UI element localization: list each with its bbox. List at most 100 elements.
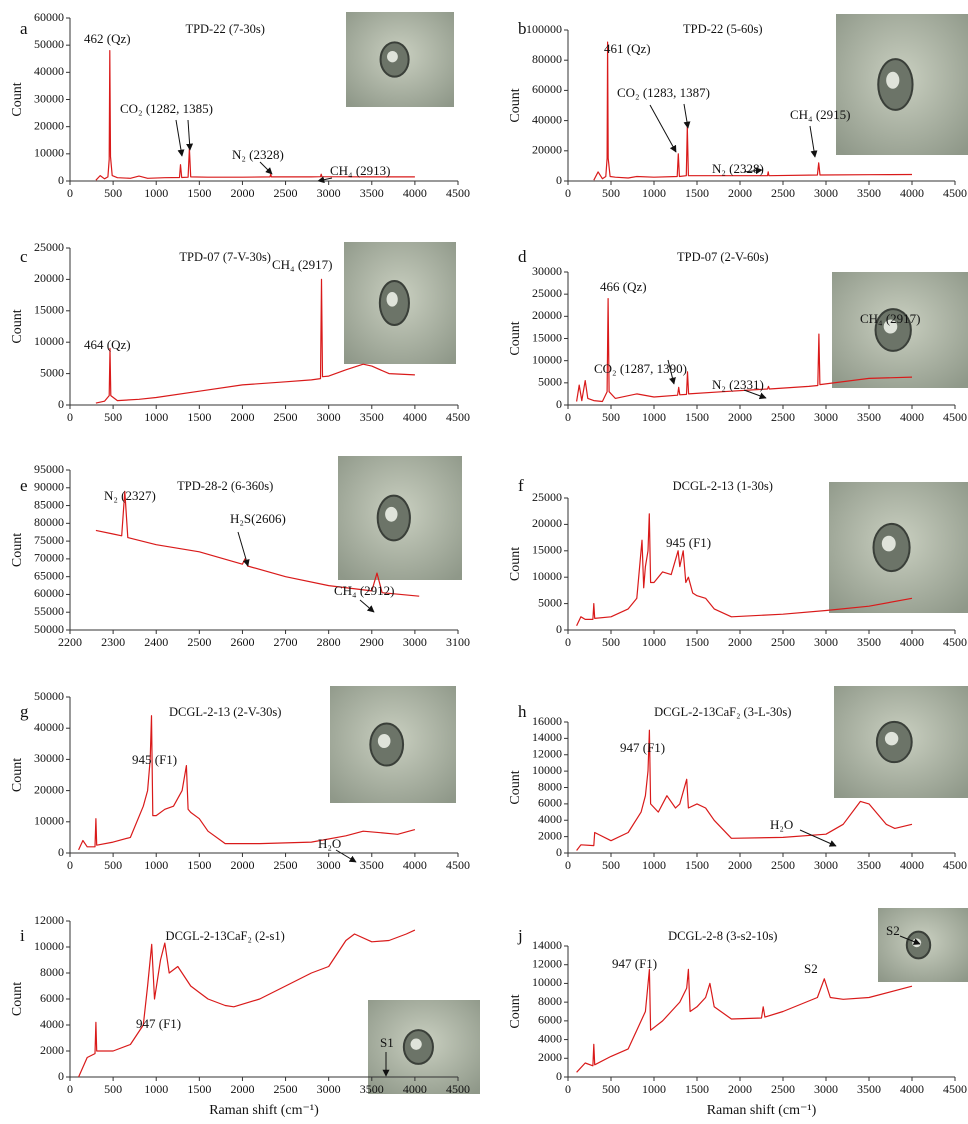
x-tick-label: 2800 <box>317 635 341 649</box>
annotation-arrow <box>360 600 374 612</box>
figure: 0100002000030000400005000060000050010001… <box>0 0 968 1124</box>
x-tick-label: 4000 <box>403 1082 427 1096</box>
x-tick-label: 3000 <box>317 1082 341 1096</box>
y-tick-label: 60000 <box>532 82 562 96</box>
y-axis-label: Count <box>508 547 523 581</box>
x-tick-label: 4500 <box>943 410 967 424</box>
annotation: S1 <box>380 1035 394 1050</box>
x-tick-label: 3500 <box>857 410 881 424</box>
x-tick-label: 2500 <box>187 635 211 649</box>
y-tick-label: 20000 <box>34 271 64 285</box>
y-tick-label: 15000 <box>34 303 64 317</box>
x-tick-label: 0 <box>565 186 571 200</box>
y-tick-label: 60000 <box>34 10 64 24</box>
y-tick-label: 4000 <box>538 1031 562 1045</box>
annotation-arrow <box>810 126 815 157</box>
x-tick-label: 3500 <box>360 858 384 872</box>
x-tick-label: 4000 <box>403 186 427 200</box>
y-tick-label: 5000 <box>538 595 562 609</box>
x-axis-label: Raman shift (cm⁻¹) <box>707 1103 817 1118</box>
x-tick-label: 500 <box>602 858 620 872</box>
x-tick-label: 1000 <box>144 858 168 872</box>
x-tick-label: 1000 <box>144 186 168 200</box>
x-axis-label: Raman shift (cm⁻¹) <box>209 1103 319 1118</box>
annotation: 945 (F1) <box>666 535 711 550</box>
y-tick-label: 0 <box>58 173 64 187</box>
y-tick-label: 30000 <box>34 751 64 765</box>
y-tick-label: 10000 <box>532 569 562 583</box>
panel-letter: c <box>20 247 28 266</box>
x-tick-label: 3000 <box>317 858 341 872</box>
x-tick-label: 1000 <box>144 410 168 424</box>
annotation-arrow <box>188 120 190 150</box>
x-tick-label: 0 <box>67 186 73 200</box>
y-tick-label: 50000 <box>34 622 64 636</box>
inclusion-highlight <box>385 507 397 522</box>
inclusion-highlight <box>387 51 398 62</box>
panel: 0200040006000800010000120001400005001000… <box>508 908 968 1118</box>
x-tick-label: 2000 <box>728 858 752 872</box>
x-tick-label: 500 <box>602 635 620 649</box>
y-tick-label: 0 <box>556 845 562 859</box>
y-tick-label: 20000 <box>532 143 562 157</box>
x-tick-label: 4000 <box>403 410 427 424</box>
annotation: CO₂ (1282, 1385) <box>120 101 213 116</box>
chart-title: DCGL-2-13 (1-30s) <box>673 479 773 493</box>
x-tick-label: 2200 <box>58 635 82 649</box>
chart-title: DCGL-2-8 (3-s2-10s) <box>668 929 777 943</box>
y-tick-label: 0 <box>58 1069 64 1083</box>
y-axis-label: Count <box>508 770 523 804</box>
x-tick-label: 2500 <box>771 186 795 200</box>
x-tick-label: 3500 <box>857 186 881 200</box>
y-tick-label: 25000 <box>34 240 64 254</box>
x-tick-label: 1000 <box>642 410 666 424</box>
annotation-arrow <box>800 830 836 846</box>
y-tick-label: 15000 <box>532 330 562 344</box>
y-tick-label: 40000 <box>34 64 64 78</box>
y-tick-label: 10000 <box>34 334 64 348</box>
y-tick-label: 50000 <box>34 689 64 703</box>
annotation: 466 (Qz) <box>600 279 647 294</box>
y-tick-label: 2000 <box>538 828 562 842</box>
annotation-arrow <box>260 162 272 174</box>
annotation-arrow <box>684 104 688 128</box>
x-tick-label: 3500 <box>857 1082 881 1096</box>
annotation: 461 (Qz) <box>604 41 651 56</box>
y-tick-label: 16000 <box>532 714 562 728</box>
inclusion-highlight <box>885 732 898 745</box>
x-tick-label: 1500 <box>187 858 211 872</box>
x-tick-label: 500 <box>602 186 620 200</box>
panel: 0200040006000800010000120000500100015002… <box>10 913 480 1118</box>
annotation: H₂O <box>318 836 341 851</box>
chart-title: TPD-07 (2-V-60s) <box>677 250 769 264</box>
x-tick-label: 0 <box>565 635 571 649</box>
panel-letter: g <box>20 702 29 721</box>
y-tick-label: 8000 <box>538 779 562 793</box>
x-tick-label: 2400 <box>144 635 168 649</box>
x-tick-label: 500 <box>104 186 122 200</box>
annotation: 462 (Qz) <box>84 31 131 46</box>
x-tick-label: 4000 <box>900 635 924 649</box>
y-tick-label: 95000 <box>34 462 64 476</box>
inclusion-highlight <box>886 72 899 89</box>
y-tick-label: 20000 <box>532 516 562 530</box>
x-tick-label: 2500 <box>274 410 298 424</box>
x-tick-label: 0 <box>67 410 73 424</box>
x-tick-label: 500 <box>602 1082 620 1096</box>
panel-letter: f <box>518 476 524 495</box>
y-tick-label: 100000 <box>526 22 562 36</box>
x-tick-label: 2700 <box>274 635 298 649</box>
x-tick-label: 2500 <box>771 635 795 649</box>
x-tick-label: 2500 <box>771 858 795 872</box>
y-tick-label: 15000 <box>532 543 562 557</box>
x-tick-label: 500 <box>104 858 122 872</box>
y-tick-label: 2000 <box>538 1050 562 1064</box>
y-tick-label: 0 <box>556 1069 562 1083</box>
x-tick-label: 3000 <box>814 186 838 200</box>
y-tick-label: 6000 <box>40 991 64 1005</box>
y-tick-label: 20000 <box>34 118 64 132</box>
y-tick-label: 8000 <box>40 965 64 979</box>
x-tick-label: 4000 <box>403 858 427 872</box>
